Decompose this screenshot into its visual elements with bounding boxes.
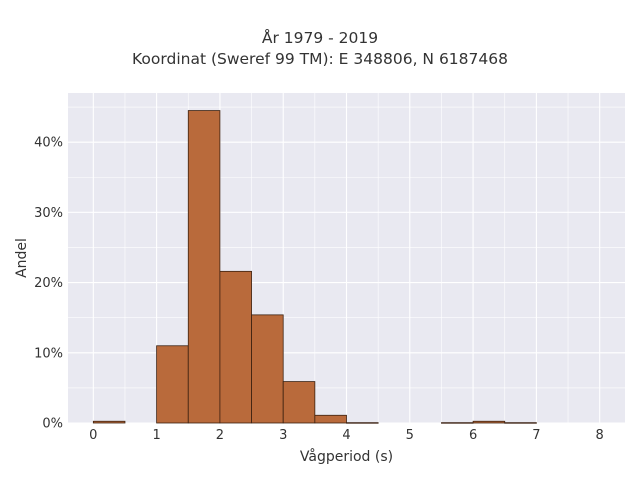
y-tick-label: 20% xyxy=(34,276,63,291)
x-tick-label: 3 xyxy=(279,428,287,443)
histogram-bar xyxy=(92,420,126,424)
x-tick-label: 7 xyxy=(532,428,540,443)
x-tick-label: 8 xyxy=(596,428,604,443)
x-axis-label: Vågperiod (s) xyxy=(300,448,393,465)
histogram-bar xyxy=(219,270,252,424)
x-tick-label: 2 xyxy=(216,428,224,443)
histogram-bar xyxy=(472,420,506,424)
chart-title: År 1979 - 2019 xyxy=(261,29,379,47)
chart-subtitle: Koordinat (Sweref 99 TM): E 348806, N 61… xyxy=(132,50,508,68)
histogram-bar xyxy=(251,314,284,424)
x-axis-ticks: 0 1 2 3 4 5 6 7 8 xyxy=(89,428,604,443)
y-axis-label: Andel xyxy=(14,238,30,278)
y-tick-label: 30% xyxy=(34,206,63,221)
x-tick-label: 5 xyxy=(406,428,414,443)
y-tick-label: 0% xyxy=(42,417,63,432)
bars xyxy=(92,110,537,424)
x-tick-label: 6 xyxy=(469,428,477,443)
y-axis-ticks: 0% 10% 20% 30% 40% xyxy=(34,136,63,432)
y-tick-label: 40% xyxy=(34,136,63,151)
histogram-bar xyxy=(282,381,316,424)
x-tick-label: 4 xyxy=(342,428,350,443)
histogram-bar xyxy=(314,414,347,424)
histogram-bar xyxy=(156,345,189,424)
x-tick-label: 1 xyxy=(152,428,160,443)
y-tick-label: 10% xyxy=(34,346,63,361)
x-tick-label: 0 xyxy=(89,428,97,443)
histogram-bar xyxy=(441,422,474,424)
histogram-bar xyxy=(187,110,221,424)
histogram-bar xyxy=(346,422,379,424)
histogram-bar xyxy=(504,422,537,424)
